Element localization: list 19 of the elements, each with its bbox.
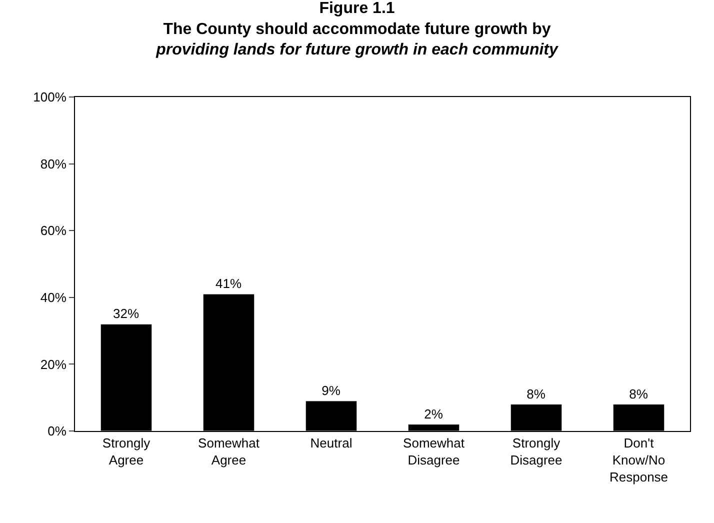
x-tick-label: Somewhat Disagree xyxy=(403,436,465,468)
y-tick-label: 60% xyxy=(40,223,67,238)
data-label: 8% xyxy=(526,386,546,402)
x-tick-label: Neutral xyxy=(310,436,352,451)
x-tick-label: Strongly Disagree xyxy=(510,436,562,468)
x-tick-label: Strongly Agree xyxy=(102,436,151,468)
data-label: 2% xyxy=(424,406,444,422)
data-label: 41% xyxy=(216,276,242,292)
y-tick-label: 80% xyxy=(40,156,67,172)
y-tick-label: 0% xyxy=(48,424,67,439)
y-tick-label: 40% xyxy=(40,290,67,305)
data-label: 9% xyxy=(322,382,341,398)
y-tick-label: 100% xyxy=(33,90,67,105)
chart-subtitle: providing lands for future growth in each community xyxy=(155,42,559,59)
x-tick-label: Somewhat Agree xyxy=(198,436,260,468)
x-tick-label: Don't Know/No Response xyxy=(609,436,668,484)
y-tick-label: 20% xyxy=(40,356,67,372)
data-label: 32% xyxy=(113,306,140,322)
data-label: 8% xyxy=(629,386,648,402)
